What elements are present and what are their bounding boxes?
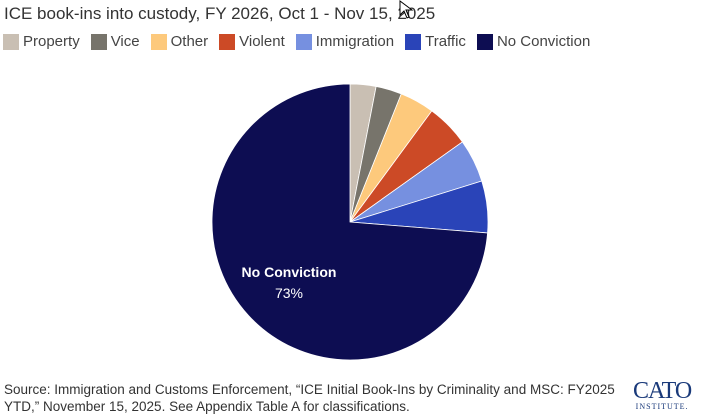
cato-logo: CATO INSTITUTE. bbox=[633, 378, 692, 411]
legend-swatch bbox=[3, 33, 19, 50]
legend-item-other: Other bbox=[150, 33, 209, 50]
legend-item-immigration: Immigration bbox=[295, 33, 395, 50]
pie-slice-no-conviction bbox=[211, 83, 488, 361]
legend-label: Immigration bbox=[315, 33, 395, 50]
legend-swatch bbox=[219, 33, 236, 50]
source-note: Source: Immigration and Customs Enforcem… bbox=[4, 382, 615, 414]
legend-label: Other bbox=[170, 33, 209, 50]
legend-swatch bbox=[476, 33, 493, 50]
annotation-label: No Conviction bbox=[242, 264, 337, 280]
legend-label: Traffic bbox=[425, 33, 466, 50]
legend: Property Vice Other Violent Immigration Traff… bbox=[3, 33, 601, 50]
legend-label: Property bbox=[23, 33, 80, 50]
legend-item-vice: Vice bbox=[90, 33, 140, 50]
legend-item-property: Property bbox=[3, 33, 80, 50]
annotation-value: 73% bbox=[275, 285, 303, 301]
legend-item-traffic: Traffic bbox=[405, 33, 466, 50]
legend-item-no-conviction: No Conviction bbox=[476, 33, 591, 50]
legend-swatch bbox=[405, 33, 422, 50]
legend-label: Violent bbox=[239, 33, 285, 50]
mouse-cursor-icon bbox=[399, 0, 414, 19]
legend-label: Vice bbox=[110, 33, 140, 50]
legend-swatch bbox=[150, 33, 167, 50]
legend-label: No Conviction bbox=[496, 33, 591, 50]
legend-swatch bbox=[295, 33, 312, 50]
legend-swatch bbox=[90, 33, 107, 50]
legend-item-violent: Violent bbox=[219, 33, 285, 50]
chart-title: ICE book-ins into custody, FY 2026, Oct … bbox=[4, 4, 436, 23]
